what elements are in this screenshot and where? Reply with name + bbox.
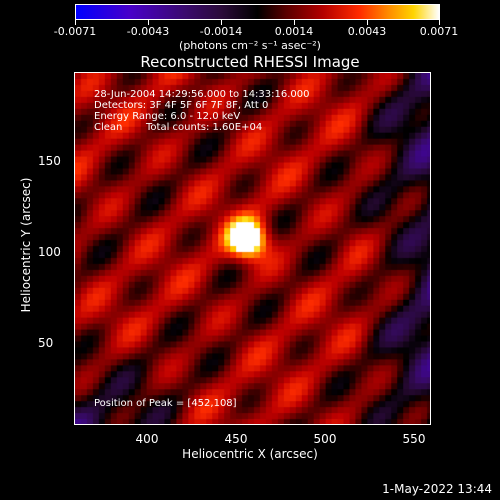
- y-tick-label: 100: [38, 245, 61, 259]
- method-text: Clean: [94, 122, 123, 133]
- total-counts-text: Total counts: 1.60E+04: [146, 122, 263, 133]
- colorbar-tick: [75, 19, 76, 25]
- y-tick-label: 50: [38, 336, 54, 350]
- colorbar-tick: [294, 19, 295, 25]
- timestamp: 1-May-2022 13:44: [382, 482, 492, 496]
- detectors-text: Detectors: 3F 4F 5F 6F 7F 8F, Att 0: [94, 100, 269, 111]
- x-tick-label: 550: [402, 432, 426, 446]
- image-panel: [74, 72, 431, 425]
- x-tick-label: 400: [135, 432, 159, 446]
- colorbar-tick-label: 0.0014: [274, 25, 314, 38]
- colorbar-tick: [148, 19, 149, 25]
- colorbar-units: (photons cm⁻² s⁻¹ asec⁻²): [179, 39, 321, 52]
- time-range-text: 28-Jun-2004 14:29:56.000 to 14:33:16.000: [94, 89, 310, 100]
- energy-range-text: Energy Range: 6.0 - 12.0 keV: [94, 111, 241, 122]
- colorbar-tick: [439, 19, 440, 25]
- colorbar-tick-label: -0.0014: [199, 25, 243, 38]
- colorbar-tick-label: 0.0043: [347, 25, 387, 38]
- image-title: Reconstructed RHESSI Image: [140, 53, 360, 71]
- x-tick-label: 450: [224, 432, 248, 446]
- peak-position-text: Position of Peak = [452,108]: [94, 398, 237, 409]
- colorbar-tick: [367, 19, 368, 25]
- x-tick-label: 500: [313, 432, 337, 446]
- colorbar-tick-label: -0.0043: [126, 25, 170, 38]
- colorbar-tick: [221, 19, 222, 25]
- y-axis-label: Heliocentric Y (arcsec): [19, 177, 33, 313]
- x-axis-label: Heliocentric X (arcsec): [182, 447, 318, 461]
- colorbar: [75, 4, 440, 20]
- colorbar-tick-label: -0.0071: [53, 25, 97, 38]
- heatmap-canvas: [75, 73, 430, 424]
- y-tick-label: 150: [38, 154, 61, 168]
- colorbar-tick-label: 0.0071: [419, 25, 459, 38]
